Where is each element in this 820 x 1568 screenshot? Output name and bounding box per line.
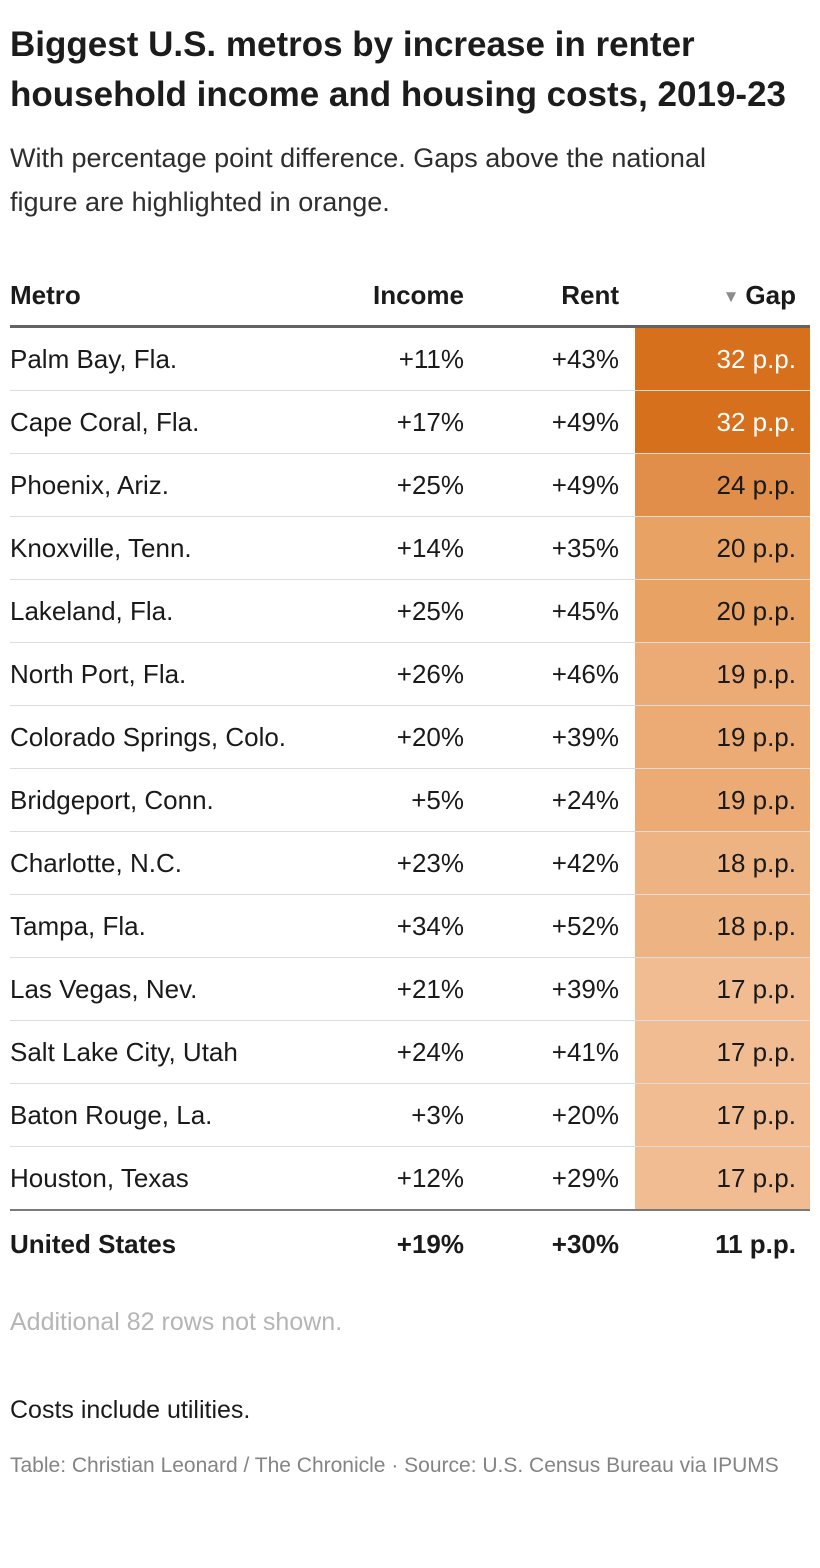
table-row: Cape Coral, Fla. +17% +49% 32 p.p.	[10, 390, 810, 454]
table-row: Bridgeport, Conn. +5% +24% 19 p.p.	[10, 768, 810, 832]
attribution: Table: Christian Leonard / The Chronicle…	[10, 1454, 779, 1477]
total-income-cell: +19%	[340, 1209, 480, 1277]
rent-cell: +42%	[480, 831, 635, 895]
table-row: Salt Lake City, Utah +24% +41% 17 p.p.	[10, 1020, 810, 1084]
income-cell: +24%	[340, 1020, 480, 1084]
income-cell: +23%	[340, 831, 480, 895]
metro-cell: Charlotte, N.C.	[10, 831, 340, 895]
rent-cell: +41%	[480, 1020, 635, 1084]
rent-cell: +20%	[480, 1083, 635, 1147]
metro-cell: Knoxville, Tenn.	[10, 516, 340, 580]
gap-cell: 18 p.p.	[635, 831, 810, 895]
table-row: Las Vegas, Nev. +21% +39% 17 p.p.	[10, 957, 810, 1021]
rent-cell: +52%	[480, 894, 635, 958]
chart-container: Biggest U.S. metros by increase in rente…	[10, 25, 810, 1477]
rent-cell: +39%	[480, 957, 635, 1021]
income-cell: +3%	[340, 1083, 480, 1147]
rows-not-shown-note: Additional 82 rows not shown.	[10, 1308, 343, 1336]
gap-cell: 17 p.p.	[635, 1020, 810, 1084]
table-row: Houston, Texas +12% +29% 17 p.p.	[10, 1146, 810, 1211]
gap-cell: 32 p.p.	[635, 390, 810, 454]
gap-cell: 17 p.p.	[635, 957, 810, 1021]
rent-cell: +45%	[480, 579, 635, 643]
table-row: Baton Rouge, La. +3% +20% 17 p.p.	[10, 1083, 810, 1147]
metro-cell: Phoenix, Ariz.	[10, 453, 340, 517]
income-cell: +17%	[340, 390, 480, 454]
metro-cell: Houston, Texas	[10, 1146, 340, 1211]
gap-cell: 19 p.p.	[635, 642, 810, 706]
rent-cell: +43%	[480, 326, 635, 391]
income-cell: +26%	[340, 642, 480, 706]
income-cell: +14%	[340, 516, 480, 580]
total-metro-cell: United States	[10, 1209, 340, 1277]
gap-cell: 24 p.p.	[635, 453, 810, 517]
rent-cell: +46%	[480, 642, 635, 706]
income-cell: +5%	[340, 768, 480, 832]
column-header-gap-label: Gap	[745, 280, 796, 310]
table-row: Knoxville, Tenn. +14% +35% 20 p.p.	[10, 516, 810, 580]
table-row: Phoenix, Ariz. +25% +49% 24 p.p.	[10, 453, 810, 517]
income-cell: +20%	[340, 705, 480, 769]
metro-cell: Cape Coral, Fla.	[10, 390, 340, 454]
total-gap-cell: 11 p.p.	[635, 1209, 810, 1277]
metro-cell: Las Vegas, Nev.	[10, 957, 340, 1021]
gap-cell: 18 p.p.	[635, 894, 810, 958]
column-header-gap[interactable]: ▼ Gap	[635, 280, 810, 328]
gap-cell: 17 p.p.	[635, 1146, 810, 1211]
table-row: North Port, Fla. +26% +46% 19 p.p.	[10, 642, 810, 706]
metro-cell: Baton Rouge, La.	[10, 1083, 340, 1147]
gap-cell: 17 p.p.	[635, 1083, 810, 1147]
income-cell: +25%	[340, 579, 480, 643]
table-row: Lakeland, Fla. +25% +45% 20 p.p.	[10, 579, 810, 643]
rent-cell: +39%	[480, 705, 635, 769]
footnote: Costs include utilities.	[10, 1396, 251, 1424]
column-header-income[interactable]: Income	[340, 280, 480, 328]
rent-cell: +29%	[480, 1146, 635, 1211]
table-body: Palm Bay, Fla. +11% +43% 32 p.p. Cape Co…	[10, 326, 810, 1211]
header-row: Metro Income Rent ▼ Gap	[10, 280, 810, 328]
table-row: Colorado Springs, Colo. +20% +39% 19 p.p…	[10, 705, 810, 769]
chart-title: Biggest U.S. metros by increase in rente…	[10, 25, 786, 114]
income-cell: +34%	[340, 894, 480, 958]
metro-cell: Colorado Springs, Colo.	[10, 705, 340, 769]
rent-cell: +49%	[480, 390, 635, 454]
income-cell: +11%	[340, 326, 480, 391]
table-row: Tampa, Fla. +34% +52% 18 p.p.	[10, 894, 810, 958]
gap-cell: 20 p.p.	[635, 579, 810, 643]
data-table: Metro Income Rent ▼ Gap Palm Bay, Fla. +1…	[10, 280, 810, 1277]
metro-cell: Salt Lake City, Utah	[10, 1020, 340, 1084]
table-row: Palm Bay, Fla. +11% +43% 32 p.p.	[10, 326, 810, 391]
gap-cell: 19 p.p.	[635, 768, 810, 832]
rent-cell: +35%	[480, 516, 635, 580]
metro-cell: North Port, Fla.	[10, 642, 340, 706]
metro-cell: Lakeland, Fla.	[10, 579, 340, 643]
chart-subtitle: With percentage point difference. Gaps a…	[10, 143, 706, 217]
table-row: Charlotte, N.C. +23% +42% 18 p.p.	[10, 831, 810, 895]
metro-cell: Tampa, Fla.	[10, 894, 340, 958]
income-cell: +12%	[340, 1146, 480, 1211]
income-cell: +25%	[340, 453, 480, 517]
column-header-metro[interactable]: Metro	[10, 280, 340, 328]
gap-cell: 32 p.p.	[635, 326, 810, 391]
total-row: United States +19% +30% 11 p.p.	[10, 1209, 810, 1277]
rent-cell: +24%	[480, 768, 635, 832]
rent-cell: +49%	[480, 453, 635, 517]
gap-cell: 20 p.p.	[635, 516, 810, 580]
metro-cell: Palm Bay, Fla.	[10, 326, 340, 391]
column-header-rent[interactable]: Rent	[480, 280, 635, 328]
metro-cell: Bridgeport, Conn.	[10, 768, 340, 832]
income-cell: +21%	[340, 957, 480, 1021]
total-rent-cell: +30%	[480, 1209, 635, 1277]
sort-desc-icon: ▼	[722, 287, 740, 306]
gap-cell: 19 p.p.	[635, 705, 810, 769]
